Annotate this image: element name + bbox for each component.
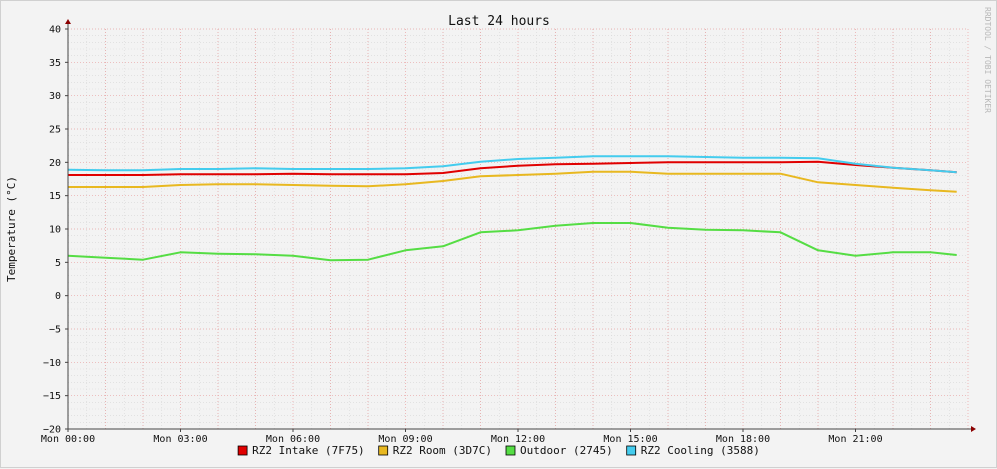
x-tick-label: Mon 03:00: [153, 434, 207, 445]
y-axis-arrow: [65, 19, 71, 24]
y-tick-label: 0: [55, 291, 61, 302]
legend-item: RZ2 Room (3D7C): [378, 444, 492, 457]
legend-label: RZ2 Cooling (3588): [641, 444, 760, 457]
series-line-2: [68, 170, 957, 193]
y-tick-label: 30: [49, 91, 61, 102]
grid-lines: [67, 28, 969, 430]
y-tick-label: 5: [55, 258, 61, 269]
y-tick-label: −5: [49, 325, 61, 336]
axes: [65, 19, 976, 432]
legend-item: RZ2 Cooling (3588): [626, 444, 760, 457]
x-axis-arrow: [971, 426, 976, 432]
x-tick-label: Mon 15:00: [603, 434, 657, 445]
series-lines: [67, 155, 957, 262]
legend-label: Outdoor (2745): [520, 444, 613, 457]
y-tick-label: 25: [49, 125, 61, 136]
legend-item: RZ2 Intake (7F75): [237, 444, 365, 457]
chart-title: Last 24 hours: [448, 14, 550, 29]
x-tick-label: Mon 09:00: [378, 434, 432, 445]
y-tick-label: −15: [43, 391, 61, 402]
x-tick-label: Mon 00:00: [41, 434, 95, 445]
legend-item: Outdoor (2745): [505, 444, 613, 457]
legend: RZ2 Intake (7F75) RZ2 Room (3D7C) Outdoor …: [237, 444, 760, 457]
legend-swatch: [378, 445, 389, 456]
y-tick-label: 20: [49, 158, 61, 169]
x-tick-label: Mon 12:00: [491, 434, 545, 445]
y-tick-label: −10: [43, 358, 61, 369]
legend-swatch: [626, 445, 637, 456]
x-tick-label: Mon 21:00: [828, 434, 882, 445]
legend-swatch: [237, 445, 248, 456]
y-axis-label: Temperature (°C): [5, 176, 18, 282]
y-tick-label: −20: [43, 425, 61, 436]
series-line-3: [67, 222, 957, 262]
y-tick-label: 40: [49, 25, 61, 36]
series-line-1: [68, 160, 957, 176]
legend-label: RZ2 Intake (7F75): [252, 444, 365, 457]
rrdtool-watermark: RRDTOOL / TOBI OETIKER: [983, 7, 992, 113]
legend-swatch: [505, 445, 516, 456]
y-tick-label: 35: [49, 58, 61, 69]
x-tick-label: Mon 18:00: [716, 434, 770, 445]
x-tick-label: Mon 06:00: [266, 434, 320, 445]
y-tick-label: 10: [49, 225, 61, 236]
legend-label: RZ2 Room (3D7C): [393, 444, 492, 457]
series-line-4: [67, 155, 957, 174]
y-tick-label: 15: [49, 191, 61, 202]
